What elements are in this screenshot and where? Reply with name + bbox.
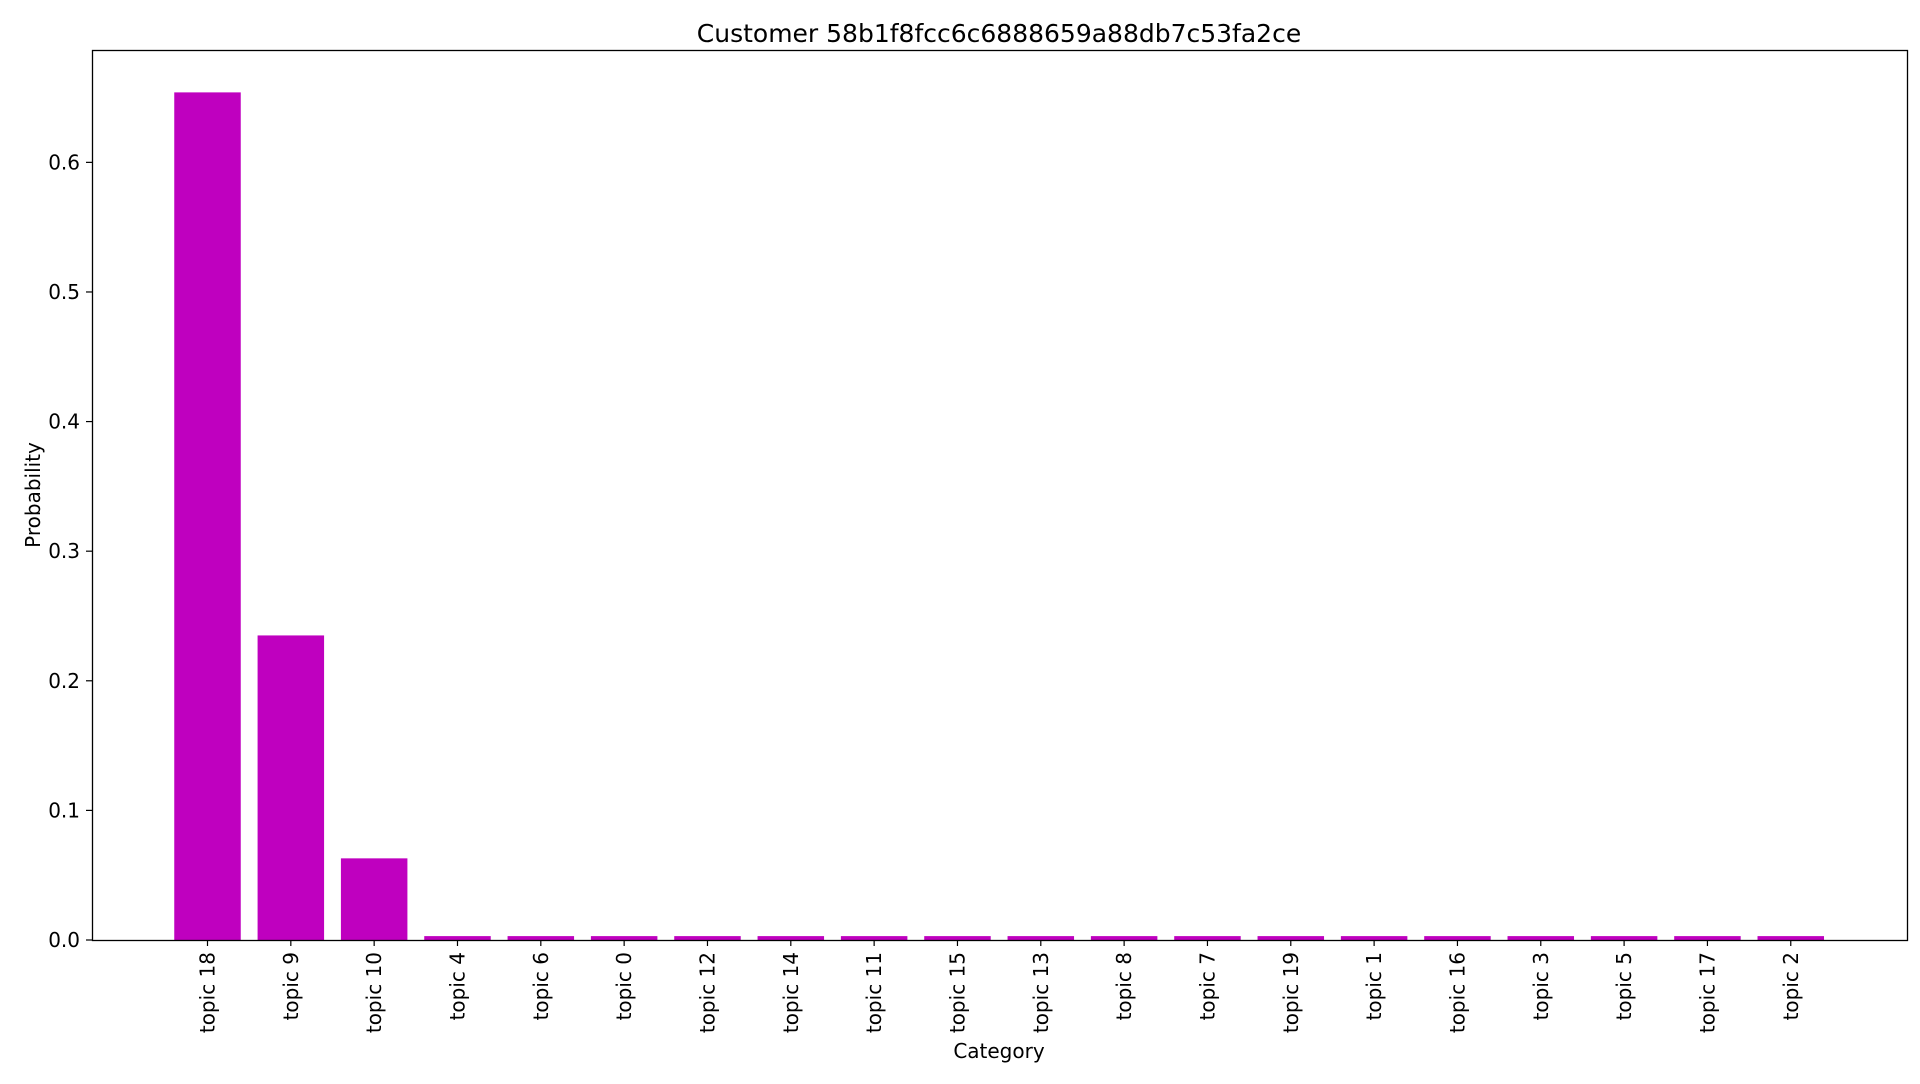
bars-layer [174,92,1825,940]
bar-topic-4 [424,936,491,940]
bar-topic-5 [1590,936,1658,940]
x-tick-label: topic 10 [362,952,386,1033]
bar-topic-2 [1757,936,1825,940]
bar-topic-15 [924,936,991,940]
x-axis: topic 18 topic 9 topic 10 topic 4 topic 6 top… [196,940,1803,1033]
y-tick-label: 0.0 [48,928,80,952]
bar-topic-14 [757,936,825,940]
x-tick-label: topic 8 [1112,952,1136,1020]
y-axis: 0.0 0.1 0.2 0.3 0.4 0.5 0.6 [48,150,92,952]
x-axis-label: Category [953,1039,1045,1063]
bar-topic-12 [674,936,741,940]
chart-title: Customer 58b1f8fcc6c6888659a88db7c53fa2c… [697,19,1301,48]
bar-topic-18 [174,92,241,940]
y-tick-label: 0.6 [48,150,80,174]
x-tick-label: topic 12 [695,952,719,1033]
y-tick-label: 0.4 [48,410,80,434]
bar-topic-3 [1507,936,1575,940]
y-tick-label: 0.1 [48,798,80,822]
x-tick-label: topic 11 [862,952,886,1033]
x-tick-label: topic 5 [1612,952,1636,1020]
bar-topic-19 [1257,936,1325,940]
x-tick-label: topic 15 [945,952,969,1033]
y-tick-label: 0.3 [48,539,80,563]
x-tick-label: topic 18 [196,952,220,1033]
bar-topic-0 [590,936,658,940]
bar-topic-13 [1007,936,1075,940]
bar-topic-16 [1424,936,1491,940]
bar-topic-11 [840,936,908,940]
x-tick-label: topic 3 [1529,952,1553,1020]
bar-topic-8 [1090,936,1158,940]
x-tick-label: topic 0 [612,952,636,1020]
bar-topic-17 [1674,936,1741,940]
plot-frame [91,49,1909,942]
x-tick-label: topic 6 [529,952,553,1020]
bar-topic-6 [507,936,575,940]
bar-topic-1 [1340,936,1408,940]
x-tick-label: topic 2 [1779,952,1803,1020]
x-tick-label: topic 7 [1195,952,1219,1020]
y-tick-label: 0.5 [48,280,80,304]
bar-topic-9 [257,635,325,940]
x-tick-label: topic 9 [279,952,303,1020]
x-tick-label: topic 16 [1445,952,1469,1033]
x-tick-label: topic 19 [1279,952,1303,1033]
x-tick-label: topic 1 [1362,952,1386,1020]
x-tick-label: topic 4 [445,952,469,1020]
x-tick-label: topic 13 [1029,952,1053,1033]
y-axis-label: Probability [21,442,45,548]
bar-topic-10 [340,858,408,940]
x-tick-label: topic 14 [779,952,803,1033]
bar-topic-7 [1174,936,1241,940]
y-tick-label: 0.2 [48,669,80,693]
x-tick-label: topic 17 [1695,952,1719,1033]
